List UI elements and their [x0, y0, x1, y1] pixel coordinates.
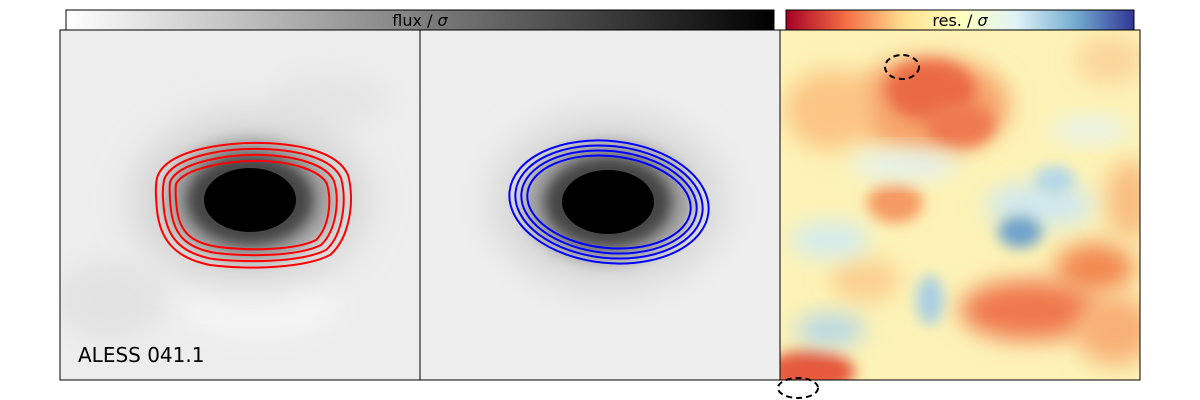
- source-name-label: ALESS 041.1: [78, 343, 204, 367]
- residual-contours: [777, 54, 920, 399]
- residual-image: [780, 30, 1140, 380]
- residual-colorbar-label: res. / σ: [932, 11, 988, 30]
- flux-colorbar-label: flux / σ: [392, 11, 448, 30]
- data-contours: [154, 141, 352, 269]
- model-contours: [508, 139, 710, 265]
- data-panel: ALESS 041.1: [59, 29, 421, 381]
- residual-panel-frame: [779, 29, 1141, 381]
- model-image: [420, 30, 780, 380]
- model-panel: [419, 29, 781, 381]
- residual-panel: [777, 29, 1141, 399]
- data-image: [60, 30, 420, 380]
